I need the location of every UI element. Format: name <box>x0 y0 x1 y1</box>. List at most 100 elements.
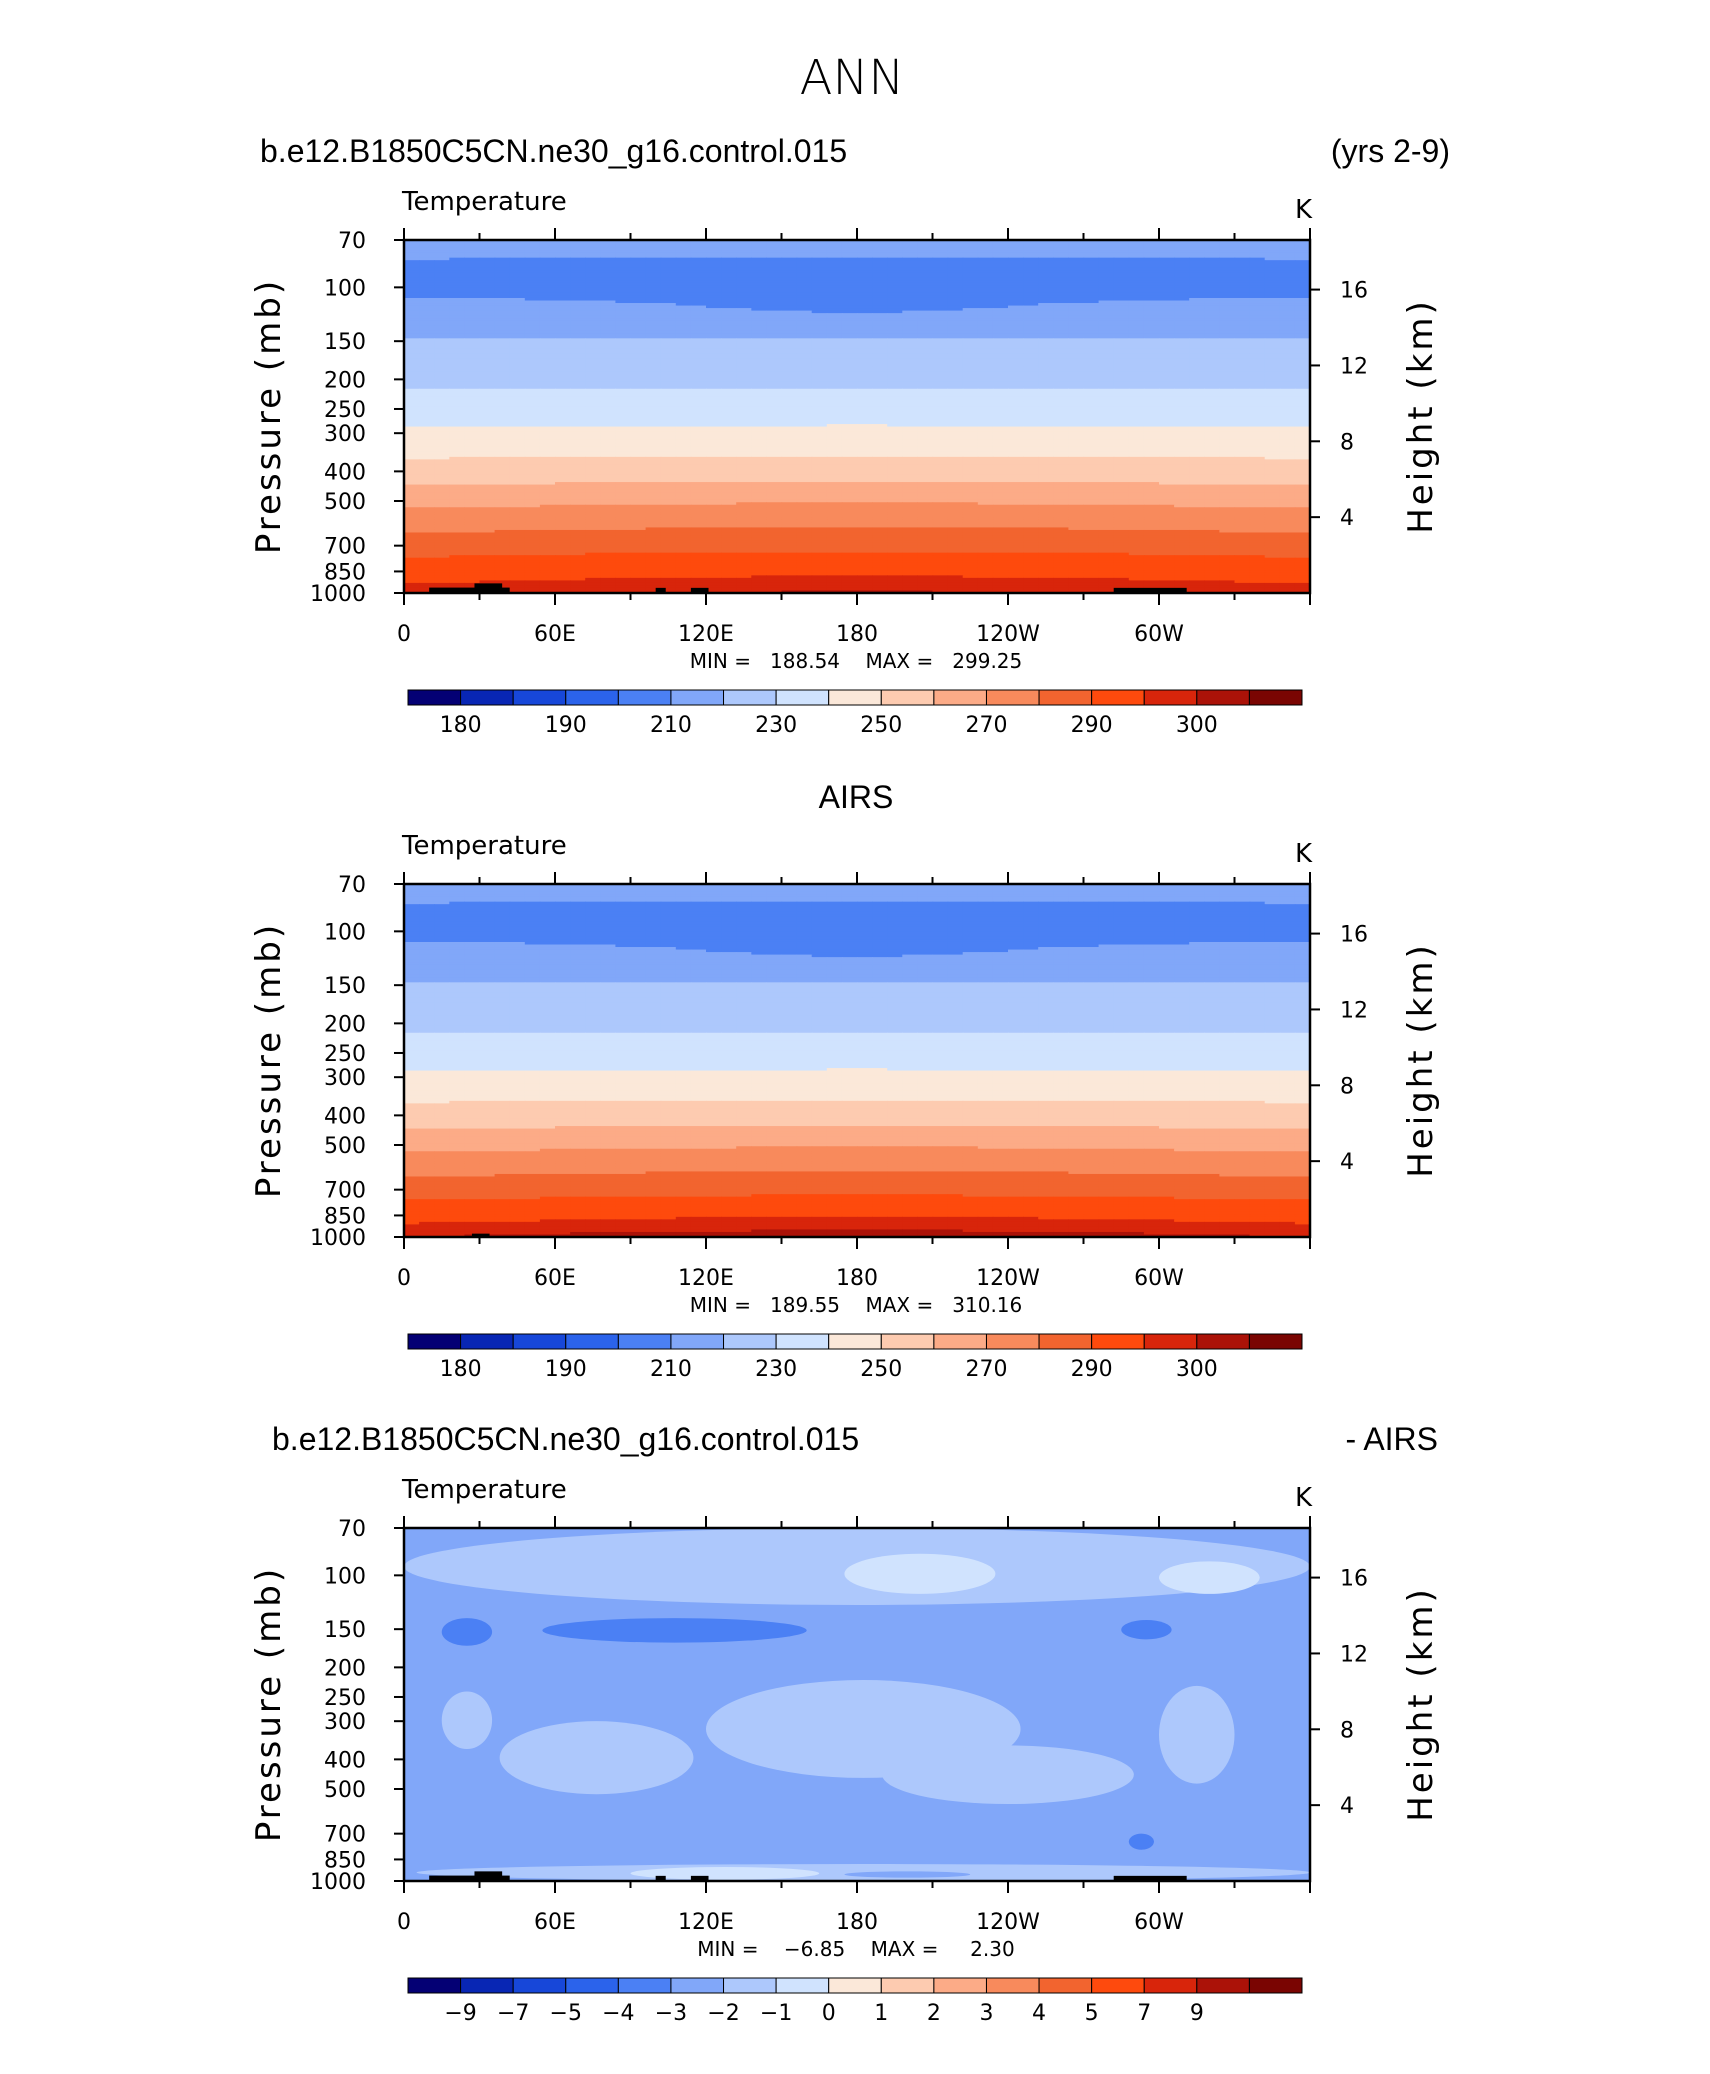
field-cell <box>872 303 888 307</box>
field-cell <box>449 287 465 292</box>
field-cell <box>1159 335 1175 339</box>
field-cell <box>962 328 979 332</box>
field-cell <box>887 292 903 297</box>
field-cell <box>1068 393 1085 397</box>
field-cell <box>1204 305 1220 309</box>
field-cell <box>630 260 647 264</box>
field-cell <box>1204 439 1220 443</box>
field-cell <box>781 255 798 259</box>
field-cell <box>1204 391 1220 395</box>
field-cell <box>766 287 783 292</box>
field-cell <box>1128 355 1145 360</box>
field-cell <box>781 330 798 334</box>
field-cell <box>404 267 420 271</box>
field-cell <box>751 282 767 286</box>
field-cell <box>585 368 601 372</box>
field-cell <box>826 371 843 375</box>
field-cell <box>524 277 541 281</box>
field-cell <box>509 406 526 410</box>
field-cell <box>962 424 979 428</box>
field-cell <box>1249 371 1266 375</box>
field-cell <box>555 431 571 435</box>
field-cell <box>615 421 632 425</box>
field-cell <box>479 295 496 299</box>
field-cell <box>811 444 828 448</box>
field-cell <box>630 353 647 357</box>
field-cell <box>1113 240 1130 244</box>
field-cell <box>1264 297 1281 302</box>
field-cell <box>721 401 737 405</box>
field-cell <box>736 388 752 392</box>
field-cell <box>1279 240 1296 244</box>
field-cell <box>1264 434 1281 438</box>
field-cell <box>1174 308 1190 312</box>
field-cell <box>1294 419 1310 423</box>
field-cell <box>917 343 934 347</box>
field-cell <box>1294 413 1310 418</box>
field-cell <box>1159 310 1175 314</box>
field-cell <box>932 340 949 344</box>
field-cell <box>690 429 707 433</box>
field-cell <box>509 325 526 329</box>
field-cell <box>872 421 888 425</box>
field-cell <box>1113 272 1130 276</box>
field-cell <box>736 242 752 246</box>
field-cell <box>479 260 496 264</box>
field-cell <box>736 338 752 342</box>
field-cell <box>977 391 994 395</box>
field-cell <box>826 393 843 397</box>
field-cell <box>1189 348 1205 352</box>
field-cell <box>570 250 586 254</box>
field-cell <box>781 373 798 377</box>
field-cell <box>1008 245 1024 249</box>
field-cell <box>449 419 465 423</box>
field-cell <box>509 361 526 365</box>
field-cell <box>479 292 496 297</box>
field-cell <box>751 393 767 397</box>
field-cell <box>857 444 873 448</box>
field-cell <box>1189 353 1205 357</box>
field-cell <box>766 439 783 443</box>
field-cell <box>1023 431 1039 435</box>
field-cell <box>1098 378 1115 382</box>
field-cell <box>464 338 481 342</box>
field-cell <box>464 333 481 337</box>
field-cell <box>1264 285 1281 289</box>
field-cell <box>1159 275 1175 279</box>
field-cell <box>464 287 481 292</box>
field-cell <box>1098 333 1115 337</box>
field-cell <box>1128 315 1145 319</box>
field-cell <box>977 413 994 418</box>
field-cell <box>1098 308 1115 312</box>
field-cell <box>1174 262 1190 266</box>
field-cell <box>570 376 586 380</box>
field-cell <box>645 292 662 297</box>
field-cell <box>419 333 435 337</box>
field-cell <box>509 257 526 261</box>
field-cell <box>1234 419 1251 423</box>
field-cell <box>570 272 586 276</box>
field-cell <box>751 396 767 400</box>
field-cell <box>1174 441 1190 445</box>
field-cell <box>872 300 888 304</box>
field-cell <box>766 350 783 355</box>
field-cell <box>585 429 601 433</box>
field-cell <box>721 371 737 375</box>
field-cell <box>902 386 918 390</box>
field-cell <box>811 343 828 347</box>
field-cell <box>660 257 677 261</box>
field-cell <box>902 242 918 246</box>
field-cell <box>1038 318 1054 322</box>
field-cell <box>1174 444 1190 448</box>
field-cell <box>1204 275 1220 279</box>
field-cell <box>690 381 707 385</box>
field-cell <box>1038 290 1054 294</box>
field-cell <box>449 383 465 387</box>
field-cell <box>706 386 722 390</box>
field-cell <box>434 413 450 418</box>
field-cell <box>1294 275 1310 279</box>
field-cell <box>539 429 556 433</box>
field-cell <box>1053 245 1069 249</box>
field-cell <box>570 436 586 440</box>
field-cell <box>811 383 828 387</box>
